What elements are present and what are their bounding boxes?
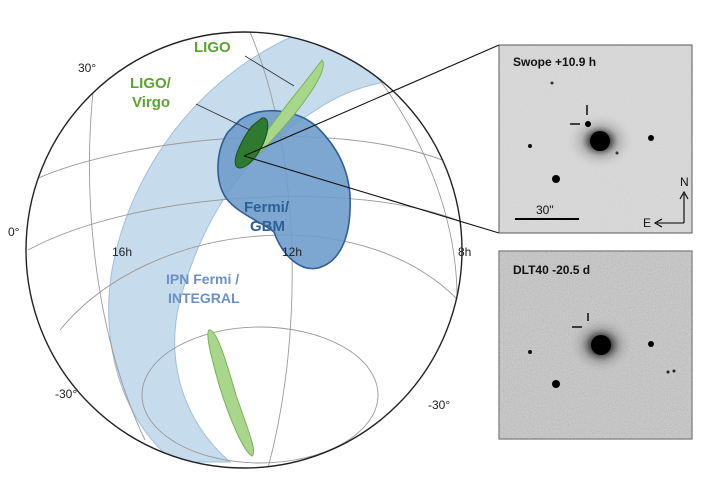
dlt40-panel-title: DLT40 -20.5 d — [513, 263, 590, 277]
fermi-gbm-label-line1: Fermi/ — [244, 199, 290, 216]
compass-north-label: N — [680, 175, 689, 189]
dlt40-star — [648, 341, 654, 347]
ligo-virgo-label-leader — [195, 103, 251, 131]
swope-star — [552, 175, 560, 183]
compass-east-label: E — [643, 216, 651, 230]
ipn-label-line1: IPN Fermi / — [166, 271, 239, 287]
compass — [653, 190, 689, 228]
swope-galaxy-core — [590, 131, 610, 151]
swope-star — [528, 144, 532, 148]
zoom-connector — [243, 44, 500, 234]
dec-label-neg30-right: -30° — [428, 398, 450, 412]
dlt40-star — [672, 369, 676, 373]
ipn-label-line2: INTEGRAL — [168, 290, 240, 306]
ligo-label-leader — [244, 55, 295, 87]
fermi-gbm-label-line2: GBM — [250, 218, 285, 235]
dlt40-star — [528, 350, 532, 354]
compass-east-arrowhead — [653, 218, 663, 228]
ra-label-16h: 16h — [112, 245, 132, 259]
dec-label-30: 30° — [78, 61, 96, 75]
dlt40-galaxy-core — [591, 335, 611, 355]
ligo-label: LIGO — [194, 39, 231, 56]
swope-star — [648, 135, 654, 141]
ipn-fermi-integral-band — [108, 32, 462, 463]
sphere-outline — [25, 31, 463, 469]
ra-label-8h: 8h — [458, 245, 471, 259]
compass-north-arrowhead — [679, 190, 689, 200]
scale-bar-label: 30" — [536, 203, 554, 217]
sky-sphere: 30° 0° -30° -30° 16h 12h 8h LIGO LIGO/ V… — [8, 31, 471, 469]
dec-label-neg30-left: -30° — [55, 387, 77, 401]
swope-star — [550, 81, 554, 85]
connector-line-bottom — [243, 155, 500, 234]
grid-dec-neg60 — [141, 326, 379, 464]
ligo-virgo-region — [234, 117, 269, 169]
dlt40-panel: DLT40 -20.5 d — [498, 250, 693, 440]
ligo-arc-south — [207, 329, 255, 457]
ligo-virgo-label-line1: LIGO/ — [130, 75, 172, 92]
ra-label-12h: 12h — [282, 245, 302, 259]
grid-ra-16h — [89, 67, 146, 441]
swope-panel-title: Swope +10.9 h — [513, 55, 596, 69]
swope-transient — [585, 121, 591, 127]
swope-star — [615, 151, 619, 155]
connector-line-top — [243, 44, 500, 157]
ligo-virgo-label-line2: Virgo — [132, 94, 170, 111]
grid-dec-neg30 — [59, 234, 459, 331]
swope-panel: Swope +10.9 h 30" N E — [498, 44, 693, 234]
dlt40-star — [552, 380, 560, 388]
dec-label-0: 0° — [8, 225, 20, 239]
dlt40-star — [666, 370, 670, 374]
